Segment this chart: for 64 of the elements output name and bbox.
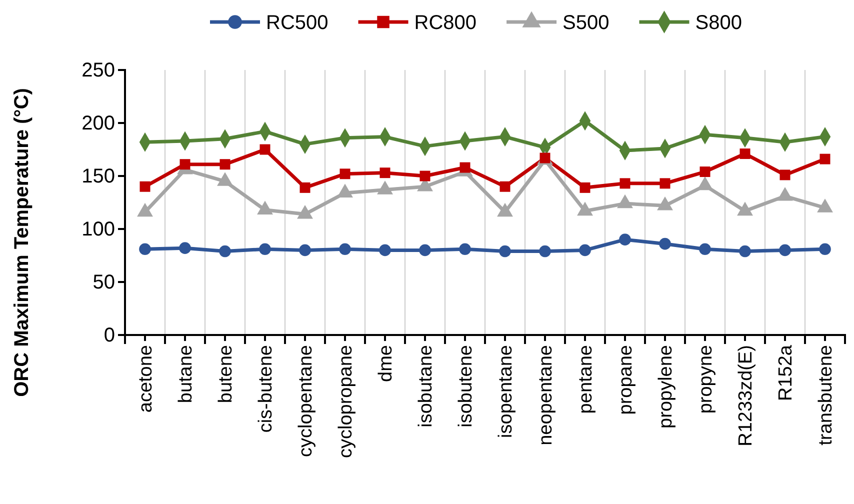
x-tick-label: neopentane xyxy=(536,345,557,446)
x-tick-label: R152a xyxy=(776,344,797,401)
x-tick-label: cis-butene xyxy=(256,345,277,433)
x-tick-label: dme xyxy=(376,345,397,382)
x-tick-label: propylene xyxy=(656,345,677,428)
point xyxy=(619,234,631,246)
y-tick-label: 50 xyxy=(92,271,115,294)
point xyxy=(740,148,750,159)
point xyxy=(660,178,670,189)
point xyxy=(140,181,150,192)
legend-label: S500 xyxy=(562,12,610,34)
point xyxy=(219,245,231,258)
point xyxy=(819,243,831,256)
x-tick-label: pentane xyxy=(576,345,597,414)
y-tick-label: 0 xyxy=(104,324,115,346)
x-tick-label: isobutane xyxy=(416,345,437,428)
x-tick-label: R1233zd(E) xyxy=(736,345,757,446)
point xyxy=(379,244,391,256)
point xyxy=(579,244,591,256)
x-tick-label: butane xyxy=(176,345,197,404)
x-tick-label: butene xyxy=(216,345,237,404)
x-tick-label: cyclopropane xyxy=(336,345,357,458)
point xyxy=(339,243,351,256)
point xyxy=(179,242,191,254)
point xyxy=(699,243,711,256)
y-tick-label: 100 xyxy=(82,218,115,240)
point xyxy=(420,170,430,182)
point xyxy=(260,144,270,155)
x-tick-label: propyne xyxy=(696,345,717,414)
x-tick-label: cyclopentane xyxy=(296,345,317,457)
legend-label: S800 xyxy=(695,12,742,34)
x-tick-label: isobutene xyxy=(456,345,477,428)
y-tick-label: 200 xyxy=(82,112,115,134)
x-tick-label: propane xyxy=(616,345,637,415)
point xyxy=(380,168,390,178)
y-axis-title: ORC Maximum Temperature (°C) xyxy=(11,88,33,397)
point xyxy=(820,154,830,164)
legend-label: RC500 xyxy=(266,12,328,34)
legend-label: RC800 xyxy=(414,12,477,34)
point xyxy=(220,159,230,170)
point xyxy=(580,182,590,193)
point xyxy=(620,178,630,189)
point xyxy=(780,170,790,180)
y-tick-label: 150 xyxy=(82,165,115,188)
point xyxy=(500,181,510,192)
point xyxy=(300,182,310,193)
x-tick-label: acetone xyxy=(136,345,157,413)
point xyxy=(659,238,671,250)
x-tick-label: transbutene xyxy=(816,345,837,446)
point xyxy=(700,166,710,178)
point xyxy=(340,168,350,180)
point xyxy=(180,159,190,170)
y-tick-label: 250 xyxy=(82,59,115,82)
point xyxy=(419,244,431,256)
x-tick-label: isopentane xyxy=(496,345,517,438)
point xyxy=(259,243,271,256)
point xyxy=(739,245,751,258)
point xyxy=(779,244,791,256)
point xyxy=(299,244,311,256)
point xyxy=(459,243,471,256)
point xyxy=(499,245,511,258)
point xyxy=(539,245,551,258)
point xyxy=(460,162,470,173)
point xyxy=(139,243,151,256)
